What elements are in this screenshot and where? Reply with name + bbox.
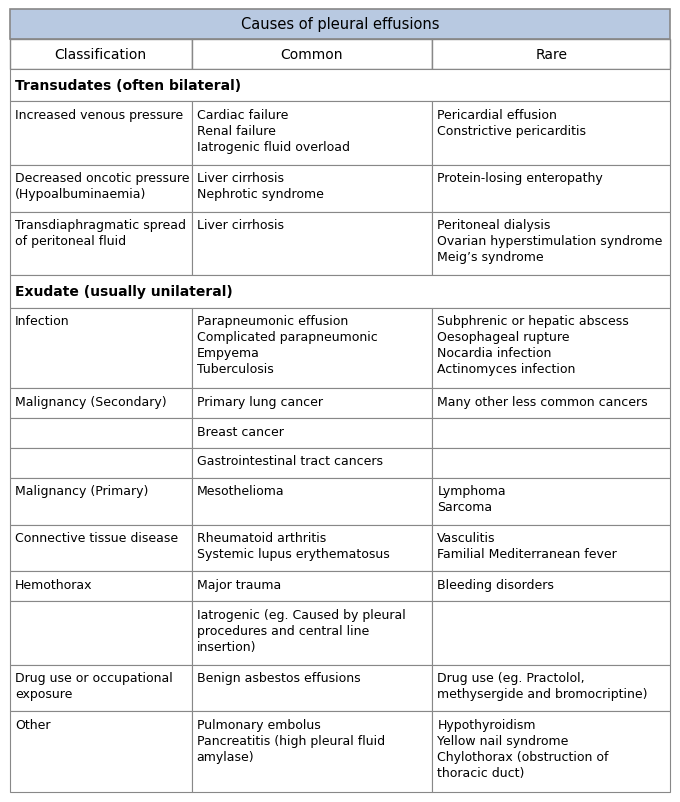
- Bar: [192, 478, 432, 525]
- Text: Transdiaphragmatic spread
of peritoneal fluid: Transdiaphragmatic spread of peritoneal …: [15, 219, 186, 248]
- Bar: [432, 665, 670, 711]
- Bar: [10, 419, 192, 448]
- Text: Rheumatoid arthritis
Systemic lupus erythematosus: Rheumatoid arthritis Systemic lupus eryt…: [197, 532, 389, 561]
- Text: Major trauma: Major trauma: [197, 578, 281, 591]
- Text: Primary lung cancer: Primary lung cancer: [197, 395, 322, 408]
- Text: Exudate (usually unilateral): Exudate (usually unilateral): [15, 285, 233, 299]
- Text: Other: Other: [15, 718, 50, 731]
- Text: Gastrointestinal tract cancers: Gastrointestinal tract cancers: [197, 455, 382, 468]
- Bar: [10, 448, 192, 478]
- Bar: [432, 419, 670, 448]
- Bar: [192, 308, 432, 389]
- Text: Liver cirrhosis: Liver cirrhosis: [197, 219, 284, 232]
- Bar: [10, 572, 192, 602]
- Text: Peritoneal dialysis
Ovarian hyperstimulation syndrome
Meig’s syndrome: Peritoneal dialysis Ovarian hyperstimula…: [437, 219, 663, 264]
- Text: Mesothelioma: Mesothelioma: [197, 484, 284, 497]
- Bar: [192, 665, 432, 711]
- Text: Drug use or occupational
exposure: Drug use or occupational exposure: [15, 671, 173, 700]
- Bar: [432, 602, 670, 665]
- Text: Common: Common: [281, 48, 343, 62]
- Text: Bleeding disorders: Bleeding disorders: [437, 578, 554, 591]
- Bar: [432, 711, 670, 792]
- Text: Breast cancer: Breast cancer: [197, 425, 284, 438]
- Bar: [10, 276, 670, 308]
- Bar: [192, 602, 432, 665]
- Bar: [432, 389, 670, 419]
- Text: Subphrenic or hepatic abscess
Oesophageal rupture
Nocardia infection
Actinomyces: Subphrenic or hepatic abscess Oesophagea…: [437, 314, 629, 375]
- Text: Malignancy (Secondary): Malignancy (Secondary): [15, 395, 167, 408]
- Text: Cardiac failure
Renal failure
Iatrogenic fluid overload: Cardiac failure Renal failure Iatrogenic…: [197, 108, 350, 153]
- Text: Infection: Infection: [15, 314, 69, 328]
- Text: Many other less common cancers: Many other less common cancers: [437, 395, 648, 408]
- Bar: [192, 572, 432, 602]
- Text: Parapneumonic effusion
Complicated parapneumonic
Empyema
Tuberculosis: Parapneumonic effusion Complicated parap…: [197, 314, 377, 375]
- Bar: [432, 102, 670, 166]
- Bar: [432, 478, 670, 525]
- Bar: [192, 711, 432, 792]
- Bar: [10, 389, 192, 419]
- Bar: [192, 419, 432, 448]
- Bar: [432, 166, 670, 213]
- Bar: [192, 102, 432, 166]
- Bar: [10, 10, 670, 40]
- Bar: [192, 525, 432, 572]
- Bar: [192, 40, 432, 70]
- Text: Increased venous pressure: Increased venous pressure: [15, 108, 183, 122]
- Text: Pulmonary embolus
Pancreatitis (high pleural fluid
amylase): Pulmonary embolus Pancreatitis (high ple…: [197, 718, 385, 763]
- Text: Connective tissue disease: Connective tissue disease: [15, 532, 178, 545]
- Bar: [10, 525, 192, 572]
- Text: Vasculitis
Familial Mediterranean fever: Vasculitis Familial Mediterranean fever: [437, 532, 617, 561]
- Text: Classification: Classification: [54, 48, 147, 62]
- Bar: [10, 70, 670, 102]
- Bar: [432, 308, 670, 389]
- Text: Rare: Rare: [535, 48, 567, 62]
- Bar: [192, 448, 432, 478]
- Bar: [10, 102, 192, 166]
- Text: Liver cirrhosis
Nephrotic syndrome: Liver cirrhosis Nephrotic syndrome: [197, 172, 324, 201]
- Bar: [10, 40, 192, 70]
- Bar: [432, 572, 670, 602]
- Bar: [10, 478, 192, 525]
- Bar: [432, 213, 670, 276]
- Text: Drug use (eg. Practolol,
methysergide and bromocriptine): Drug use (eg. Practolol, methysergide an…: [437, 671, 648, 700]
- Text: Protein-losing enteropathy: Protein-losing enteropathy: [437, 172, 603, 185]
- Bar: [10, 166, 192, 213]
- Bar: [10, 665, 192, 711]
- Text: Causes of pleural effusions: Causes of pleural effusions: [241, 18, 439, 32]
- Text: Malignancy (Primary): Malignancy (Primary): [15, 484, 148, 497]
- Bar: [10, 213, 192, 276]
- Text: Hemothorax: Hemothorax: [15, 578, 92, 591]
- Bar: [192, 213, 432, 276]
- Text: Hypothyroidism
Yellow nail syndrome
Chylothorax (obstruction of
thoracic duct): Hypothyroidism Yellow nail syndrome Chyl…: [437, 718, 609, 779]
- Text: Benign asbestos effusions: Benign asbestos effusions: [197, 671, 360, 684]
- Text: Iatrogenic (eg. Caused by pleural
procedures and central line
insertion): Iatrogenic (eg. Caused by pleural proced…: [197, 608, 405, 653]
- Text: Transudates (often bilateral): Transudates (often bilateral): [15, 79, 241, 93]
- Bar: [192, 166, 432, 213]
- Bar: [432, 448, 670, 478]
- Text: Pericardial effusion
Constrictive pericarditis: Pericardial effusion Constrictive perica…: [437, 108, 586, 137]
- Bar: [10, 602, 192, 665]
- Bar: [10, 308, 192, 389]
- Bar: [192, 389, 432, 419]
- Text: Decreased oncotic pressure
(Hypoalbuminaemia): Decreased oncotic pressure (Hypoalbumina…: [15, 172, 190, 201]
- Bar: [432, 525, 670, 572]
- Bar: [432, 40, 670, 70]
- Text: Lymphoma
Sarcoma: Lymphoma Sarcoma: [437, 484, 506, 513]
- Bar: [10, 711, 192, 792]
